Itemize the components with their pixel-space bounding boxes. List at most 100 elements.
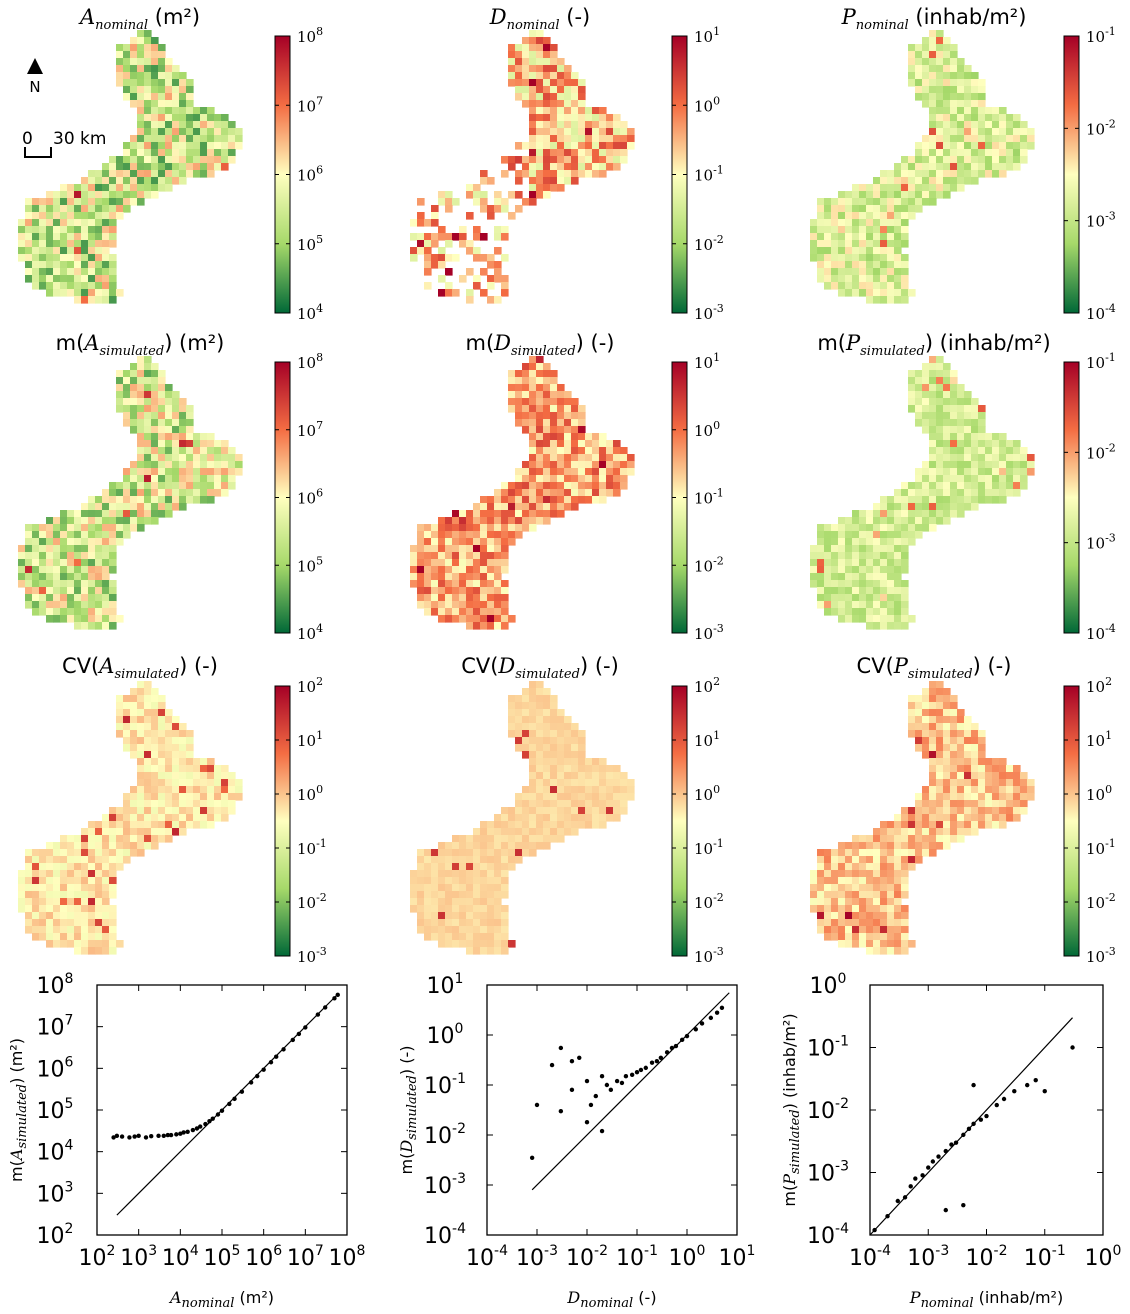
scatter-point <box>943 1207 948 1213</box>
scatter-point <box>1025 1082 1030 1088</box>
scatter-point <box>558 1108 564 1114</box>
scatter-point <box>654 1058 660 1064</box>
colorbar-tick-label: 10-2 <box>297 891 327 912</box>
scatter-layer: 102 103 104 105 106 107 1081021031041051061071… <box>7 971 1121 1311</box>
x-tick-label: 10-1 <box>616 1243 658 1271</box>
scatter-point <box>629 1072 635 1077</box>
y-axis-label: m(Dsimulated) (-) <box>397 1046 420 1175</box>
y-tick-label: 10-1 <box>807 1034 849 1062</box>
colorbar: 104 105 106 107 108 <box>274 351 323 643</box>
scatter-point <box>232 1096 237 1102</box>
colorbar-tick-label: 10-3 <box>1086 532 1116 553</box>
y-tick-label: 108 <box>37 971 74 999</box>
scatter-point <box>664 1050 670 1055</box>
colorbar-tick-label: 10-3 <box>694 622 724 643</box>
colorbar-tick-label: 101 <box>297 729 323 750</box>
scatter-panel-2: 10-4 10-3 10-2 10-1 100 101 10-4 10-3 10-2 10-1 10… <box>397 971 755 1311</box>
map-panel-D_sim_mean: m(Dsimulated) (-) 10-3 10-2 10-1 100 101 <box>410 331 724 643</box>
x-tick-label: 103 <box>120 1243 157 1271</box>
colorbar-tick-label: 10-1 <box>694 837 724 858</box>
scatter-point <box>558 1045 564 1051</box>
y-tick-label: 107 <box>37 1013 74 1041</box>
scatter-point <box>569 1058 575 1064</box>
map-panel-P_sim_mean: m(Psimulated) (inhab/m²) 10-4 10-3 10-2 10-1 <box>810 331 1116 643</box>
y-tick-label: 10-3 <box>807 1159 849 1187</box>
scale-bar: 0 30 km <box>22 129 106 158</box>
scatter-point <box>1033 1077 1038 1083</box>
y-tick-label: 10-4 <box>424 1221 466 1249</box>
colorbar: 10-4 10-3 10-2 10-1 <box>1063 25 1116 323</box>
scatter-point <box>185 1129 190 1134</box>
scatter-point <box>908 1184 913 1189</box>
scatter-point <box>303 1025 308 1030</box>
scatter-point <box>966 1126 972 1132</box>
scatter-point <box>174 1132 179 1137</box>
colorbar-tick-label: 102 <box>297 675 323 696</box>
x-tick-label: 10-4 <box>466 1243 508 1271</box>
x-axis-label: Dnominal (-) <box>566 1288 656 1311</box>
x-tick-label: 100 <box>1085 1243 1122 1271</box>
north-arrow-icon <box>27 58 43 74</box>
x-tick-label: 102 <box>79 1243 116 1271</box>
scatter-point <box>699 1021 705 1026</box>
scatter-point <box>239 1089 245 1094</box>
scatter-point <box>143 1135 149 1140</box>
scatter-point <box>549 1062 555 1068</box>
x-tick-label: 108 <box>329 1243 366 1271</box>
scatter-point <box>949 1142 954 1147</box>
choropleth-map <box>18 30 243 304</box>
scatter-point <box>926 1165 931 1170</box>
map-title: Pnominal (inhab/m²) <box>841 5 1027 33</box>
scatter-point <box>593 1093 599 1099</box>
colorbar-tick-label: 10-1 <box>1086 25 1116 46</box>
colorbar-tick-label: 10-2 <box>694 891 724 912</box>
scatter-point <box>261 1067 266 1072</box>
colorbar-tick-label: 107 <box>297 94 323 115</box>
scatter-point <box>608 1087 614 1093</box>
colorbar: 10-4 10-3 10-2 10-1 <box>1063 351 1116 643</box>
colorbar: 10-3 10-2 10-1 100 101 <box>671 25 724 323</box>
scatter-point <box>215 1112 221 1117</box>
one-to-one-line <box>869 1017 1073 1236</box>
colorbar-tick-label: 101 <box>694 25 720 46</box>
scatter-point <box>149 1134 154 1139</box>
choropleth-map <box>810 681 1035 955</box>
scatter-point <box>634 1070 640 1075</box>
colorbar-tick-label: 100 <box>694 419 720 440</box>
scale-bar-zero: 0 <box>22 129 33 149</box>
y-tick-label: 10-2 <box>424 1121 466 1149</box>
colorbar-tick-label: 10-4 <box>1086 622 1116 643</box>
y-tick-label: 10-2 <box>807 1096 849 1124</box>
x-tick-label: 10-2 <box>566 1243 608 1271</box>
scale-bar-line <box>24 147 52 158</box>
map-title: CV(Dsimulated) (-) <box>461 654 619 682</box>
y-tick-label: 100 <box>427 1021 464 1049</box>
scatter-point <box>1012 1088 1017 1094</box>
scatter-point <box>673 1043 679 1049</box>
colorbar-tick-label: 106 <box>297 164 323 185</box>
map-panel-A_sim_mean: m(Asimulated) (m²) 104 105 106 107 108 <box>18 331 323 643</box>
colorbar-tick-label: 104 <box>297 622 323 643</box>
colorbar: 10-3 10-2 10-1 100 101 102 <box>274 675 327 966</box>
map-panel-D_sim_cv: CV(Dsimulated) (-) 10-3 10-2 10-1 100 101 102 <box>410 654 724 966</box>
colorbar-tick-label: 108 <box>297 25 323 46</box>
colorbar-tick-label: 10-2 <box>694 554 724 575</box>
scatter-point <box>569 1087 575 1093</box>
scatter-point <box>719 1005 725 1010</box>
map-title: CV(Psimulated) (-) <box>857 654 1012 682</box>
scatter-point <box>315 1012 321 1017</box>
scatter-point <box>584 1120 590 1125</box>
choropleth-map <box>410 681 635 955</box>
choropleth-map <box>410 356 635 630</box>
x-tick-label: 104 <box>162 1243 199 1271</box>
scatter-points <box>111 992 340 1140</box>
scatter-point <box>693 1027 699 1032</box>
x-axis-label: Pnominal (inhab/m²) <box>909 1288 1063 1311</box>
scatter-point <box>714 1010 720 1015</box>
scatter-point <box>198 1124 203 1129</box>
choropleth-map <box>810 30 1035 304</box>
colorbar: 10-3 10-2 10-1 100 101 102 <box>1063 675 1116 966</box>
x-tick-label: 106 <box>245 1243 282 1271</box>
colorbar-tick-label: 101 <box>694 729 720 750</box>
scatter-point <box>902 1195 908 1200</box>
